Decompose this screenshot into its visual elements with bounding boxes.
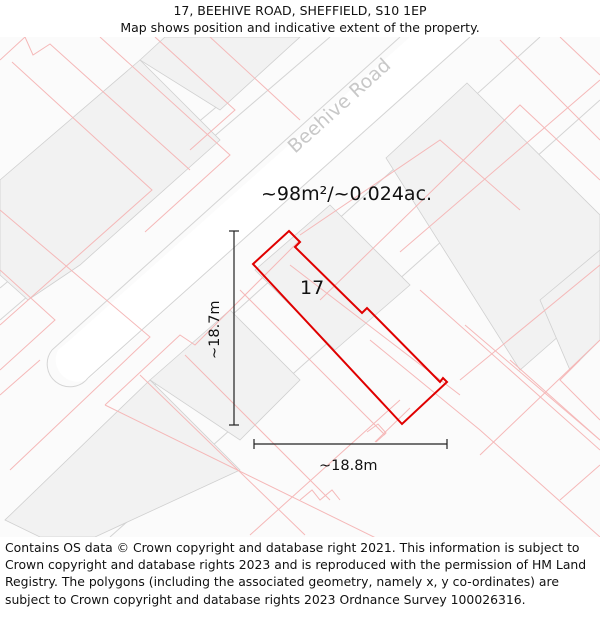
area-label: ~98m²/~0.024ac. [261, 183, 432, 205]
map-canvas: Beehive Road ~98m²/~0.024ac. 17 ~18.7m ~… [0, 37, 600, 537]
property-outline[interactable] [251, 229, 449, 426]
height-dimension [229, 230, 239, 426]
width-dimension [253, 439, 448, 449]
height-dimension-label: ~18.7m [207, 300, 223, 359]
property-map[interactable]: Beehive Road ~98m²/~0.024ac. 17 ~18.7m ~… [0, 37, 600, 537]
buildings [0, 37, 600, 537]
plot-number-label: 17 [300, 277, 324, 299]
map-subtitle: Map shows position and indicative extent… [120, 20, 480, 35]
copyright-attribution: Contains OS data © Crown copyright and d… [5, 540, 587, 607]
width-dimension-label: ~18.8m [319, 458, 378, 474]
property-address: 17, BEEHIVE ROAD, SHEFFIELD, S10 1EP [173, 3, 427, 18]
map-header: 17, BEEHIVE ROAD, SHEFFIELD, S10 1EP Map… [0, 0, 600, 37]
parcel-boundaries [0, 37, 600, 537]
